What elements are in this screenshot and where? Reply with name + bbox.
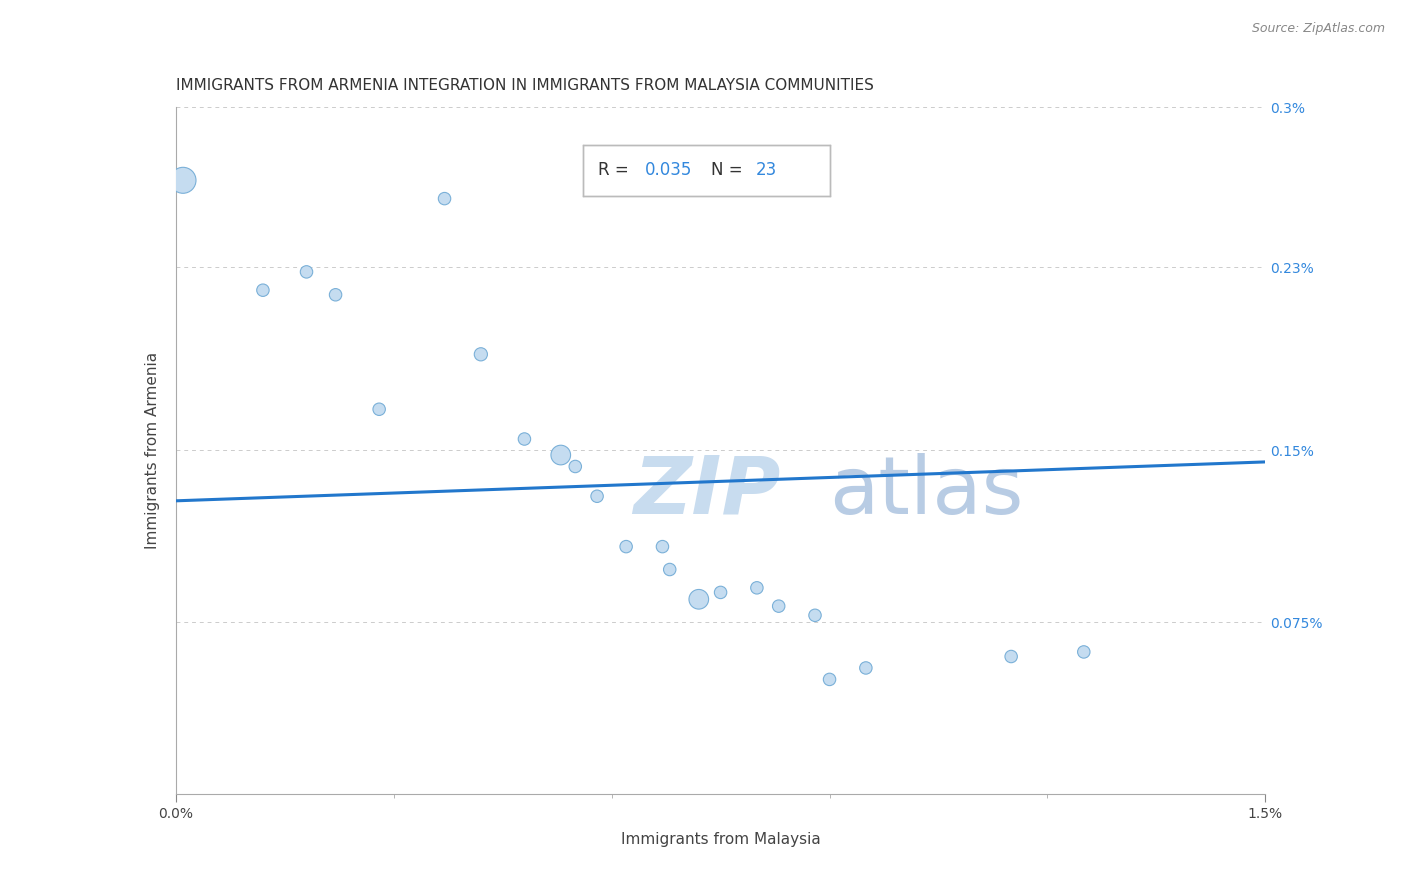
Point bbox=[710, 585, 733, 599]
Text: 23: 23 bbox=[756, 161, 778, 179]
Point bbox=[855, 661, 877, 675]
Point bbox=[818, 673, 841, 687]
Point bbox=[804, 608, 827, 623]
Y-axis label: Immigrants from Armenia: Immigrants from Armenia bbox=[145, 352, 160, 549]
Point bbox=[564, 459, 586, 474]
Point bbox=[1000, 649, 1022, 664]
Point bbox=[513, 432, 536, 446]
Text: ZIP: ZIP bbox=[633, 452, 780, 531]
Point bbox=[658, 562, 681, 576]
Text: N =: N = bbox=[711, 161, 748, 179]
X-axis label: Immigrants from Malaysia: Immigrants from Malaysia bbox=[620, 832, 821, 847]
Point bbox=[651, 540, 673, 554]
Text: Source: ZipAtlas.com: Source: ZipAtlas.com bbox=[1251, 22, 1385, 36]
Point bbox=[295, 265, 318, 279]
Text: IMMIGRANTS FROM ARMENIA INTEGRATION IN IMMIGRANTS FROM MALAYSIA COMMUNITIES: IMMIGRANTS FROM ARMENIA INTEGRATION IN I… bbox=[176, 78, 873, 94]
Point bbox=[325, 287, 347, 301]
Point bbox=[614, 540, 637, 554]
Point bbox=[433, 192, 456, 206]
Point bbox=[252, 283, 274, 297]
Point bbox=[470, 347, 492, 361]
Point bbox=[172, 173, 194, 187]
Point bbox=[688, 592, 710, 607]
Point bbox=[1073, 645, 1095, 659]
Point bbox=[745, 581, 768, 595]
Text: atlas: atlas bbox=[830, 452, 1024, 531]
Point bbox=[768, 599, 790, 614]
Text: R =: R = bbox=[599, 161, 634, 179]
Point bbox=[368, 402, 391, 417]
Point bbox=[550, 448, 572, 462]
Point bbox=[586, 489, 609, 503]
Text: 0.035: 0.035 bbox=[645, 161, 692, 179]
